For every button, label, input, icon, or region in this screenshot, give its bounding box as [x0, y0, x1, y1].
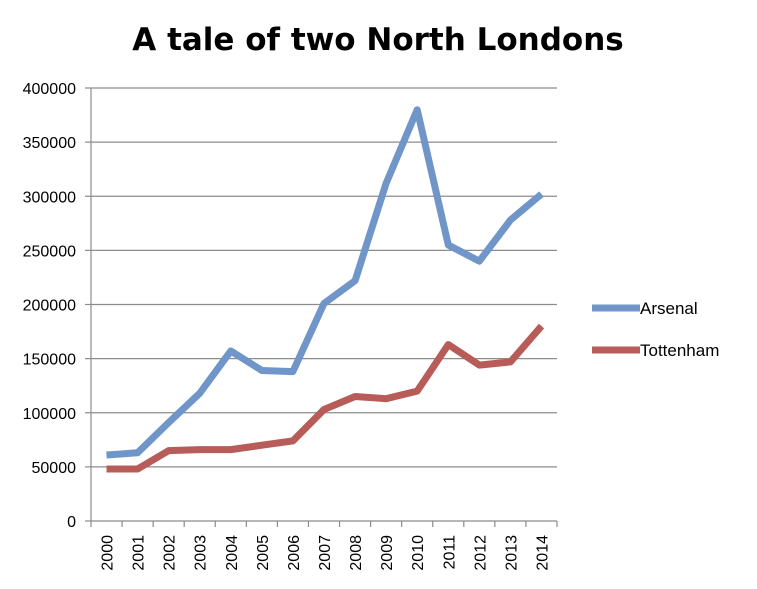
x-tick-label: 2001 — [131, 535, 148, 571]
axes — [85, 87, 558, 527]
x-tick-label: 2005 — [255, 535, 272, 571]
chart-title: A tale of two North Londons — [132, 22, 623, 58]
gridlines — [91, 87, 557, 468]
legend-label-tottenham: Tottenham — [640, 341, 719, 360]
y-tick-label: 50000 — [32, 460, 77, 477]
x-tick-label: 2003 — [193, 535, 210, 571]
x-tick-label: 2009 — [379, 535, 396, 571]
x-tick-label: 2010 — [410, 535, 427, 571]
x-tick-label: 2002 — [162, 535, 179, 571]
x-tick-label: 2006 — [286, 535, 303, 571]
x-tick-label: 2000 — [100, 535, 117, 571]
x-tick-label: 2008 — [348, 535, 365, 571]
y-tick-label: 100000 — [23, 406, 76, 423]
x-tick-label: 2013 — [503, 535, 520, 571]
x-tick-label: 2011 — [441, 535, 458, 570]
x-tick-label: 2012 — [472, 535, 489, 571]
x-tick-label: 2014 — [534, 535, 551, 571]
y-tick-label: 350000 — [23, 135, 76, 152]
y-tick-label: 400000 — [23, 81, 76, 98]
x-tick-label: 2004 — [224, 535, 241, 571]
y-tick-label: 0 — [67, 514, 76, 531]
x-tick-label: 2007 — [317, 535, 334, 571]
y-tick-label: 200000 — [23, 298, 76, 315]
x-axis-tick-labels: 2000 2001 2002 2003 2004 2005 2006 2007 2008 2009… — [100, 535, 552, 571]
series-lines — [106, 106, 545, 473]
legend-label-arsenal: Arsenal — [640, 299, 698, 318]
y-tick-label: 300000 — [23, 189, 76, 206]
legend: Arsenal Tottenham — [592, 299, 719, 360]
y-tick-label: 250000 — [23, 243, 76, 260]
y-axis-tick-labels: 0 50000 100000 150000 200000 250000 300000 3500… — [23, 81, 76, 531]
y-tick-label: 150000 — [23, 352, 76, 369]
series-line-tottenham — [106, 323, 545, 473]
series-line-arsenal — [106, 106, 544, 459]
